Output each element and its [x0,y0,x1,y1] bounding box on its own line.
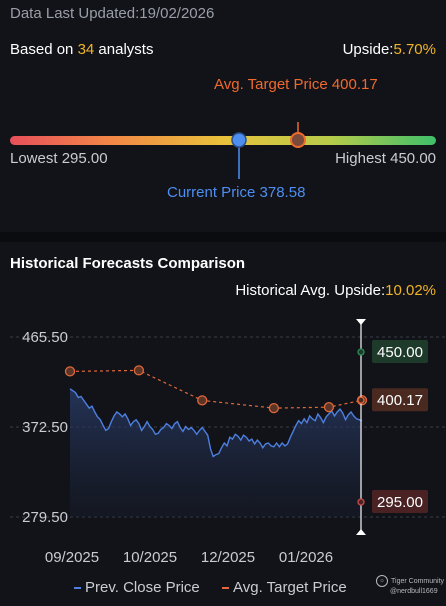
end-marker [357,348,365,356]
highest-label: Highest 450.00 [335,150,436,167]
end-label-text: 400.17 [377,392,423,409]
upside-value: 5.70% [393,41,436,58]
y-tick-label: 465.50 [22,329,68,346]
end-marker [357,396,365,404]
target-line [69,369,363,409]
range-top-arrow [356,319,366,325]
upside-text: Upside:5.70% [343,41,436,58]
historical-title: Historical Forecasts Comparison [10,255,246,272]
legend-target-price[interactable]: Avg. Target Price [222,579,347,596]
x-tick-label: 10/2025 [123,549,177,566]
last-updated-text: Data Last Updated:19/02/2026 [10,5,215,22]
price-area [70,388,362,517]
target-point [323,402,335,413]
end-label-text: 295.00 [377,494,423,511]
based-on-prefix: Based on [10,41,78,58]
watermark: ☼ Tiger Community @nerdbull1669 [376,575,444,597]
avg-target-label: Avg. Target Price 400.17 [214,76,378,93]
end-marker [357,498,365,506]
current-price-marker [231,132,247,148]
historical-upside-value: 10.02% [385,282,436,299]
lowest-label: Lowest 295.00 [10,150,108,167]
historical-upside-label: Historical Avg. Upside: [235,282,386,299]
target-point [64,366,76,377]
y-tick-label: 279.50 [22,509,68,526]
price-line [69,388,363,458]
upside-label: Upside: [342,41,394,58]
end-label-box [372,388,428,412]
x-tick-label: 09/2025 [45,549,99,566]
tiger-logo-icon: ☼ [376,575,388,587]
legend-close-price[interactable]: Prev. Close Price [74,579,200,596]
watermark-line2: @nerdbull1669 [390,588,438,595]
price-range-bar [10,122,436,179]
historical-forecast-chart: 465.50 372.50 279.50 450.00 400.17 295.00 09/2… [10,319,446,566]
y-tick-label: 372.50 [22,419,68,436]
range-gradient [10,136,436,145]
avg-target-marker [290,132,306,148]
target-point [133,365,145,376]
end-label-box [372,340,428,363]
x-tick-label: 01/2026 [279,549,333,566]
analyst-count-text: Based on 34 analysts [10,41,153,58]
analyst-count: 34 [77,41,95,58]
based-on-suffix: analysts [94,41,154,58]
legend-target-swatch [222,587,229,590]
range-bottom-arrow [356,529,366,535]
legend-close-swatch [74,587,81,590]
historical-upside-text: Historical Avg. Upside:10.02% [235,282,436,299]
section-divider [0,232,446,242]
watermark-line1: Tiger Community [391,577,445,585]
legend-target-label: Avg. Target Price [233,579,347,596]
target-point [197,395,208,406]
current-price-label: Current Price 378.58 [167,184,306,201]
target-point [268,402,279,414]
legend-close-label: Prev. Close Price [85,579,200,596]
end-label-text: 450.00 [377,344,423,361]
x-tick-label: 12/2025 [201,549,255,566]
end-label-box [372,490,428,513]
